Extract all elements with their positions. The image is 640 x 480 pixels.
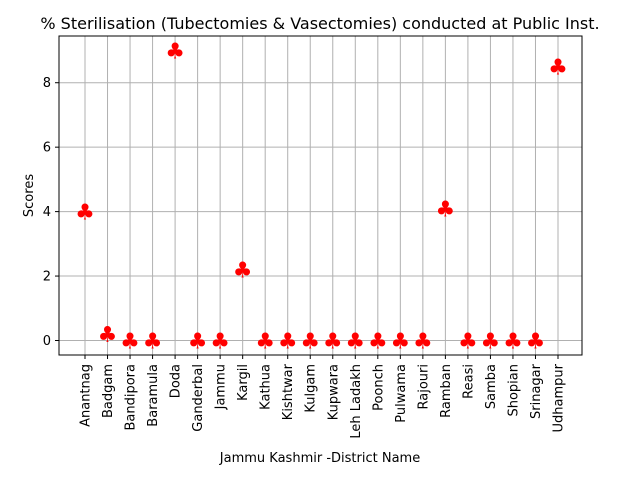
x-tick-label: Doda: [169, 364, 184, 398]
x-tick-label: Reasi: [461, 364, 476, 399]
data-point: ♣: [458, 330, 478, 355]
data-point: ♣: [436, 197, 456, 222]
data-point: ♣: [120, 330, 140, 355]
data-point: ♣: [98, 323, 118, 348]
data-point: ♣: [503, 330, 523, 355]
x-axis-ticks: Anantnag Badgam Bandipora Baramula Doda Gande…: [79, 355, 567, 439]
x-tick-label: Rajouri: [416, 364, 431, 409]
x-tick-label: Baramula: [146, 364, 161, 427]
data-point: ♣: [278, 330, 298, 355]
x-tick-label: Srinagar: [529, 363, 544, 419]
x-tick-label: Samba: [484, 364, 499, 409]
x-tick-label: Kishtwar: [281, 363, 296, 420]
x-tick-label: Udhampur: [552, 363, 567, 432]
data-point: ♣: [143, 330, 163, 355]
x-tick-label: Ganderbal: [191, 364, 206, 432]
x-axis-label: Jammu Kashmir -District Name: [219, 451, 420, 466]
x-tick-label: Kulgam: [304, 364, 319, 413]
plot-frame: [58, 35, 583, 356]
y-tick-label: 0: [43, 334, 51, 349]
y-axis-ticks: 0 2 4 6 8: [43, 76, 59, 349]
x-tick-label: Shopian: [506, 364, 521, 417]
data-point: ♣: [255, 330, 275, 355]
y-tick-label: 8: [43, 76, 51, 91]
chart-title: % Sterilisation (Tubectomies & Vasectomi…: [40, 14, 599, 33]
data-point: ♣: [368, 330, 388, 355]
data-point: ♣: [75, 201, 95, 226]
data-point: ♣: [165, 40, 185, 65]
x-tick-label: Bandipora: [124, 364, 139, 431]
data-point: ♣: [390, 330, 410, 355]
x-tick-label: Anantnag: [79, 364, 94, 427]
x-tick-label: Kargil: [236, 364, 251, 401]
x-tick-label: Kathua: [259, 364, 274, 410]
data-point: ♣: [526, 330, 546, 355]
x-tick-label: Jammu: [214, 364, 229, 410]
data-point: ♣: [233, 259, 253, 284]
data-point: ♣: [300, 330, 320, 355]
data-point: ♣: [188, 330, 208, 355]
data-point: ♣: [548, 56, 568, 81]
x-tick-label: Leh Ladakh: [349, 364, 364, 439]
y-tick-label: 6: [43, 141, 51, 156]
x-tick-label: Badgam: [101, 364, 116, 418]
x-tick-label: Ramban: [439, 364, 454, 418]
data-point: ♣: [345, 330, 365, 355]
x-tick-label: Kupwara: [326, 364, 341, 420]
data-point: ♣: [481, 330, 501, 355]
x-tick-label: Poonch: [371, 364, 386, 411]
y-axis-label: Scores: [22, 174, 37, 217]
data-point: ♣: [210, 330, 230, 355]
grid-lines: [59, 36, 582, 355]
y-tick-label: 4: [43, 205, 51, 220]
x-tick-label: Pulwama: [394, 364, 409, 423]
data-point: ♣: [413, 330, 433, 355]
y-tick-label: 2: [43, 270, 51, 285]
data-point: ♣: [323, 330, 343, 355]
data-points: ♣♣ ♣ ♣♣♣ ♣♣♣ ♣ ♣ ♣ ♣ ♣ ♣ ♣♣♣ ♣ ♣ ♣♣: [75, 40, 568, 355]
